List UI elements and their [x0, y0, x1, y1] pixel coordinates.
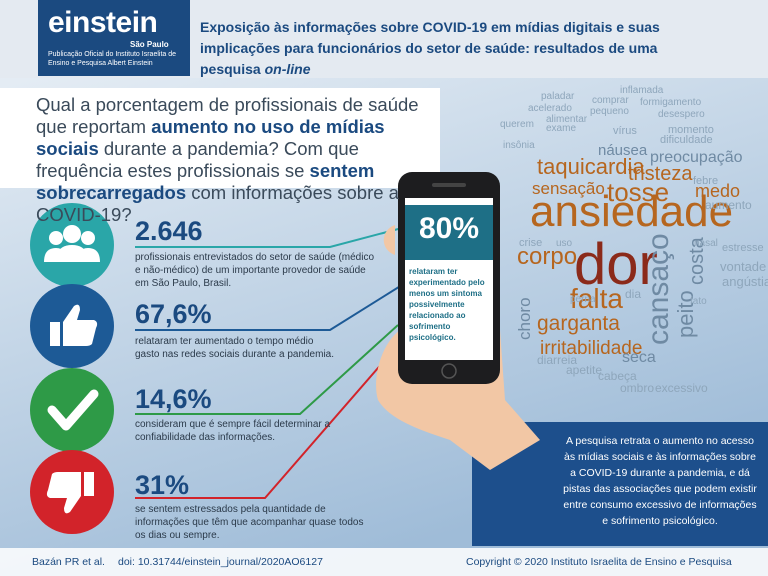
cloud-word: pequeno [590, 106, 629, 117]
connector [135, 284, 403, 331]
cloud-word: fato [690, 296, 707, 307]
question-emphasis: aumento no uso de mídias sociais [36, 116, 385, 159]
cloud-word: náusea [598, 142, 648, 159]
logo-box [38, 0, 190, 76]
cloud-word: excessivo [655, 381, 708, 395]
cloud-word: desespero [658, 109, 705, 120]
title-italic: on-line [264, 61, 311, 77]
cloud-word: taquicardia [537, 154, 645, 179]
cloud-word: dia [625, 287, 641, 301]
check-icon [47, 389, 99, 431]
cloud-word: alimentar [546, 114, 588, 125]
cloud-word: inflamada [620, 85, 664, 96]
cloud-word: paladar [541, 91, 575, 102]
cloud-word: momento [668, 124, 714, 136]
question-text: durante a pandemia? Com que frequência e… [36, 138, 359, 181]
cloud-word: estresse [722, 242, 764, 254]
cloud-word: preocupação [650, 149, 743, 166]
question-box [0, 88, 440, 188]
cloud-word: apetite [566, 363, 602, 377]
citation: Bazán PR et al. [32, 556, 105, 568]
stat-value: 31% [135, 470, 190, 500]
title-text: Exposição às informações sobre COVID-19 … [200, 19, 660, 77]
stat-value: 67,6% [135, 299, 212, 329]
cloud-word: cabeça [598, 369, 637, 383]
copyright: Copyright © 2020 Instituto Israelita de … [466, 556, 732, 568]
phone-button [441, 363, 457, 379]
phone-speaker [432, 183, 466, 187]
cloud-word: uso [556, 238, 573, 249]
question: Qual a porcentagem de profissionais de s… [36, 94, 436, 226]
cloud-word: tosse [607, 177, 669, 207]
cloud-word: exame [546, 123, 576, 134]
cloud-word: sensação [532, 179, 605, 198]
title: Exposição às informações sobre COVID-19 … [200, 17, 720, 80]
cloud-word: garganta [537, 312, 620, 335]
cloud-word: aumento [705, 198, 752, 212]
connector [135, 324, 399, 415]
phone-text: relataram ter experimentado pelo menos u… [409, 267, 485, 342]
stat-text: profissionais entrevistados do setor de … [135, 252, 375, 289]
cloud-word: vírus [613, 125, 637, 137]
connector [135, 344, 399, 499]
people-icon [44, 225, 100, 262]
icon-circle [30, 368, 114, 452]
stat-text: consideram que é sempre fácil determinar… [135, 419, 331, 443]
cloud-word: cansaço [642, 233, 675, 345]
cloud-word: perna [570, 294, 596, 305]
cloud-word: crise [519, 237, 542, 249]
cloud-word: tristeza [628, 163, 693, 185]
phone-highlight [405, 205, 493, 260]
cloud-word: ombro [620, 381, 654, 395]
question-text: Qual a porcentagem de profissionais de s… [36, 94, 419, 137]
cloud-word: seca [622, 349, 656, 366]
cloud-word: acelerado [528, 103, 572, 114]
cloud-word: peito [673, 290, 698, 338]
thumbs-down-icon [46, 472, 94, 514]
cloud-word: diarreia [537, 353, 577, 367]
stat-text: se sentem estressados pela quantidade de… [135, 504, 364, 541]
cloud-word: insônia [503, 140, 535, 151]
cloud-word: dificuldade [660, 134, 713, 146]
cloud-word: choro [515, 297, 534, 340]
thumb [383, 225, 395, 255]
cloud-word: comprar [592, 95, 629, 106]
question-emphasis: sentem sobrecarregados [36, 160, 375, 203]
cloud-word: febre [693, 175, 718, 187]
stat-value: 14,6% [135, 384, 212, 414]
cloud-word: formigamento [640, 97, 702, 108]
info-text: A pesquisa retrata o aumento no acesso à… [563, 435, 757, 527]
question-text: com informações sobre a COVID-19? [36, 182, 399, 225]
footer-band [0, 548, 768, 576]
cloud-word: querem [500, 119, 534, 130]
logo-sub: São Paulo [130, 40, 169, 49]
connector [135, 227, 403, 248]
phone-value: 80% [418, 212, 480, 245]
cloud-word: corpo [517, 243, 577, 270]
stat-text: relataram ter aumentado o tempo médio ga… [135, 336, 335, 360]
cloud-word: dor [574, 232, 658, 297]
doi: doi: 10.31744/einstein_journal/2020AO612… [118, 556, 323, 568]
logo: einstein [48, 6, 158, 39]
cloud-word: vontade [720, 259, 766, 274]
cloud-word: falta [570, 283, 623, 314]
stat-value: 2.646 [135, 216, 203, 246]
logo-caption: Publicação Oficial do Instituto Israelit… [48, 51, 177, 67]
cloud-word: ansiedade [530, 187, 733, 236]
cloud-word: angústia [722, 274, 768, 289]
thumbs-up-icon [50, 304, 98, 346]
cloud-word: costa [686, 236, 708, 285]
cloud-word: irritabilidade [540, 338, 642, 359]
cloud-word: nasal [694, 238, 718, 249]
cloud-word: medo [695, 181, 740, 201]
